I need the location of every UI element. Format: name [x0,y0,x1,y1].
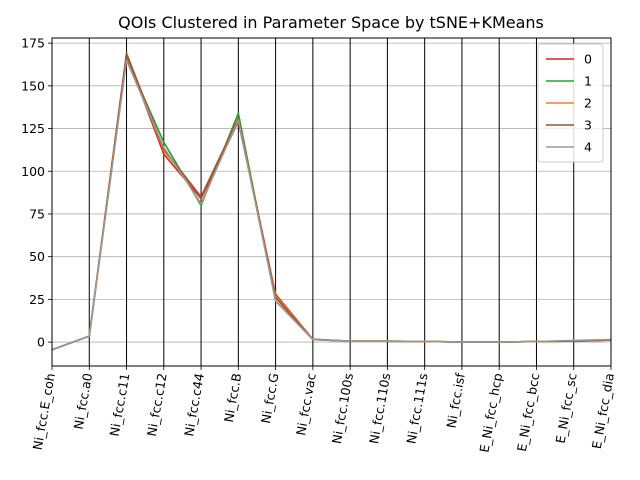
y-tick-label: 0 [37,335,45,350]
y-tick-label: 75 [29,206,45,221]
series-line-0 [51,54,612,351]
series-line-2 [51,52,612,351]
x-tick-label: Ni_fcc.c11 [107,372,133,438]
x-tick-label: E_Ni_fcc_bcc [514,372,543,453]
axes: 0 25 50 75 100 125 150 175 Ni_fcc.E_coh Ni_fcc.a0… [21,36,617,454]
grid [51,38,612,366]
x-tick-label: Ni_fcc.111s [403,372,430,445]
x-tick-label: E_Ni_fcc_sc [553,372,580,445]
x-tick-label: Ni_fcc.c44 [181,372,207,438]
legend-label-1: 1 [584,74,592,89]
x-tick-label: Ni_fcc.E_coh [30,372,58,451]
x-tick-label: Ni_fcc.isf [443,371,468,429]
y-tick-label: 100 [21,164,45,179]
series-line-4 [51,59,612,351]
y-tick-label: 50 [29,249,45,264]
x-tick-label: E_Ni_fcc_dia [589,372,617,450]
plot-frame [51,37,612,367]
y-tick-label: 175 [21,36,45,51]
x-tick-label: Ni_fcc.a0 [71,372,96,431]
y-tick-label: 150 [21,78,45,93]
legend-label-3: 3 [584,118,592,133]
legend-label-4: 4 [584,140,592,155]
series-line-1 [51,57,612,351]
series-lines [51,52,612,351]
x-tick-label: Ni_fcc.vac [293,372,319,437]
legend-label-0: 0 [584,52,592,67]
legend-label-2: 2 [584,96,592,111]
x-tick-label: E_Ni_fcc_hcp [476,372,505,454]
x-tick-label: Ni_fcc.G [258,372,282,425]
legend: 0 1 2 3 4 [537,43,604,163]
x-tick-label: Ni_fcc.110s [366,372,393,445]
x-tick-label: Ni_fcc.c12 [144,372,170,438]
chart-title: QOIs Clustered in Parameter Space by tSN… [118,13,544,32]
y-tick-label: 125 [21,121,45,136]
y-tick-label: 25 [29,292,45,307]
x-tick-label: Ni_fcc.100s [329,372,356,445]
x-tick-label: Ni_fcc.B [221,372,244,424]
series-line-3 [51,52,612,351]
